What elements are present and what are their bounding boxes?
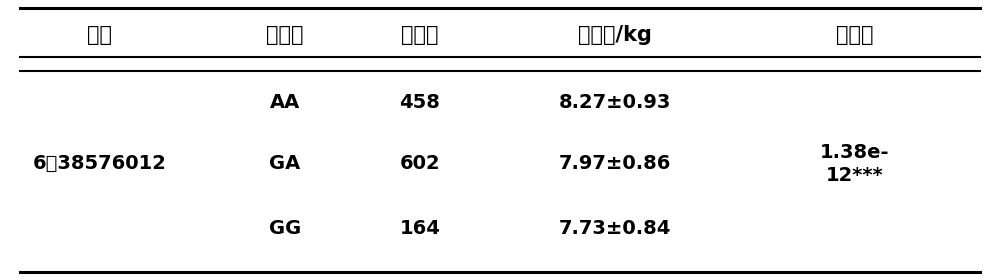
Text: 6：38576012: 6：38576012 <box>33 154 167 173</box>
Text: 164: 164 <box>400 219 440 238</box>
Text: GA: GA <box>269 154 301 173</box>
Text: 后腱子/kg: 后腱子/kg <box>578 25 652 45</box>
Text: 基因型: 基因型 <box>266 25 304 45</box>
Text: 显著性: 显著性 <box>836 25 874 45</box>
Text: 个体数: 个体数 <box>401 25 439 45</box>
Text: 7.73±0.84: 7.73±0.84 <box>559 219 671 238</box>
Text: 602: 602 <box>400 154 440 173</box>
Text: 1.38e-
12***: 1.38e- 12*** <box>820 143 890 185</box>
Text: AA: AA <box>270 93 300 112</box>
Text: 8.27±0.93: 8.27±0.93 <box>559 93 671 112</box>
Text: 458: 458 <box>400 93 440 112</box>
Text: 位置: 位置 <box>88 25 112 45</box>
Text: GG: GG <box>269 219 301 238</box>
Text: 7.97±0.86: 7.97±0.86 <box>559 154 671 173</box>
